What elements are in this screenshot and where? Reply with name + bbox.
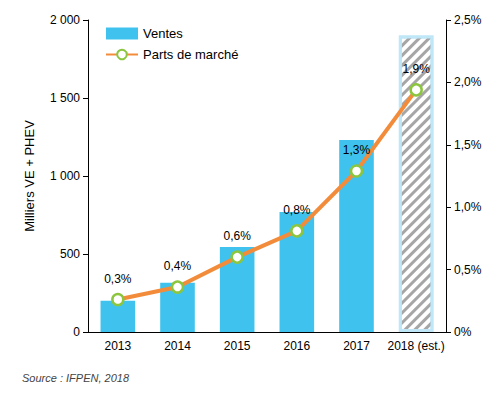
svg-text:2015: 2015: [224, 339, 251, 353]
svg-text:1,5%: 1,5%: [454, 138, 482, 152]
svg-text:2,5%: 2,5%: [454, 13, 482, 27]
svg-text:500: 500: [60, 247, 80, 261]
svg-text:0%: 0%: [454, 325, 472, 339]
svg-text:1 500: 1 500: [50, 91, 80, 105]
svg-text:0,6%: 0,6%: [223, 229, 251, 243]
svg-text:Milliers VE + PHEV: Milliers VE + PHEV: [22, 120, 37, 232]
svg-text:0,8%: 0,8%: [283, 203, 311, 217]
svg-text:0,3%: 0,3%: [104, 272, 132, 286]
svg-text:0,4%: 0,4%: [164, 259, 192, 273]
svg-text:0: 0: [73, 325, 80, 339]
svg-text:0,5%: 0,5%: [454, 263, 482, 277]
svg-text:1,0%: 1,0%: [454, 200, 482, 214]
svg-text:1 000: 1 000: [50, 169, 80, 183]
svg-text:2,0%: 2,0%: [454, 75, 482, 89]
svg-text:1,3%: 1,3%: [343, 143, 371, 157]
svg-text:Source : IFPEN, 2018: Source : IFPEN, 2018: [22, 372, 130, 384]
svg-text:2016: 2016: [283, 339, 310, 353]
svg-text:Ventes: Ventes: [143, 26, 183, 41]
svg-text:2013: 2013: [104, 339, 131, 353]
svg-text:Parts de marché: Parts de marché: [143, 47, 238, 62]
svg-text:2018 (est.): 2018 (est.): [387, 339, 444, 353]
svg-text:2017: 2017: [343, 339, 370, 353]
svg-text:2 000: 2 000: [50, 13, 80, 27]
svg-text:2014: 2014: [164, 339, 191, 353]
svg-text:1,9%: 1,9%: [402, 62, 430, 76]
